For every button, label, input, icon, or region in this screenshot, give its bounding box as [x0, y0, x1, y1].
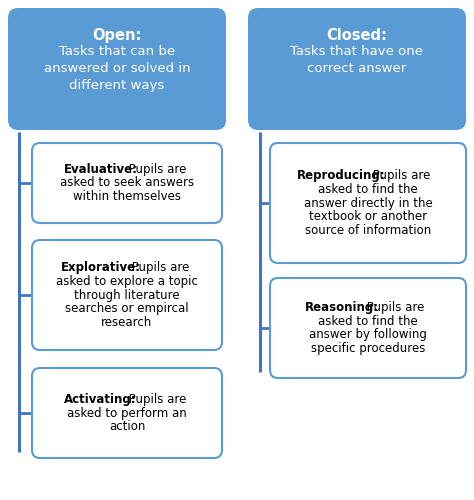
- Text: Activating:: Activating:: [64, 393, 137, 406]
- Text: asked to perform an: asked to perform an: [67, 406, 187, 420]
- Text: searches or empircal: searches or empircal: [65, 302, 189, 315]
- Text: Pupils are: Pupils are: [363, 301, 425, 314]
- Text: through literature: through literature: [74, 288, 180, 302]
- Text: Tasks that have one
correct answer: Tasks that have one correct answer: [291, 45, 423, 75]
- FancyBboxPatch shape: [32, 368, 222, 458]
- Text: asked to seek answers: asked to seek answers: [60, 176, 194, 190]
- FancyBboxPatch shape: [32, 240, 222, 350]
- Text: research: research: [101, 316, 153, 328]
- FancyBboxPatch shape: [248, 8, 466, 130]
- FancyBboxPatch shape: [8, 8, 226, 130]
- Text: answer by following: answer by following: [309, 328, 427, 341]
- Text: Reproducing:: Reproducing:: [297, 170, 386, 182]
- Text: Pupils are: Pupils are: [128, 262, 189, 274]
- Text: Open:: Open:: [92, 28, 142, 43]
- Text: Pupils are: Pupils are: [368, 170, 430, 182]
- Text: textbook or another: textbook or another: [309, 210, 427, 223]
- Text: Tasks that can be
answered or solved in
different ways: Tasks that can be answered or solved in …: [44, 45, 191, 92]
- Text: Closed:: Closed:: [327, 28, 387, 43]
- Text: source of information: source of information: [305, 224, 431, 236]
- Text: asked to find the: asked to find the: [318, 315, 418, 328]
- Text: within themselves: within themselves: [73, 190, 181, 203]
- Text: Explorative:: Explorative:: [61, 262, 141, 274]
- FancyBboxPatch shape: [270, 278, 466, 378]
- Text: answer directly in the: answer directly in the: [304, 196, 432, 209]
- Text: asked to explore a topic: asked to explore a topic: [56, 275, 198, 288]
- FancyBboxPatch shape: [32, 143, 222, 223]
- Text: Pupils are: Pupils are: [125, 163, 186, 176]
- Text: specific procedures: specific procedures: [311, 342, 425, 355]
- Text: Evaluative:: Evaluative:: [64, 163, 137, 176]
- Text: asked to find the: asked to find the: [318, 183, 418, 196]
- Text: Pupils are: Pupils are: [125, 393, 186, 406]
- FancyBboxPatch shape: [270, 143, 466, 263]
- Text: Reasoning:: Reasoning:: [304, 301, 379, 314]
- Text: action: action: [109, 420, 145, 433]
